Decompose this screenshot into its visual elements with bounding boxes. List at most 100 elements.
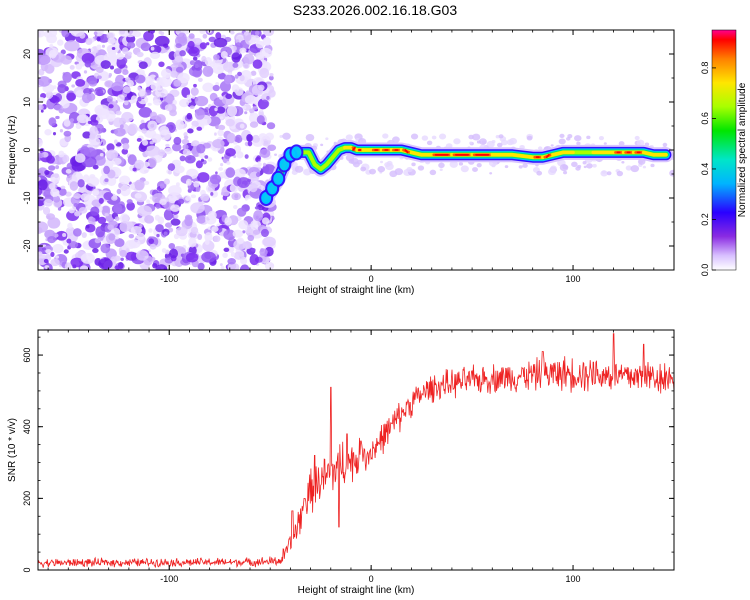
noise-speckle bbox=[81, 52, 95, 64]
noise-speckle bbox=[214, 132, 217, 136]
ridge-halo-speckle bbox=[625, 165, 633, 171]
noise-speckle bbox=[57, 39, 64, 46]
noise-speckle bbox=[38, 227, 43, 234]
noise-speckle bbox=[220, 266, 225, 270]
noise-speckle bbox=[81, 232, 87, 238]
noise-speckle bbox=[78, 206, 88, 214]
noise-speckle bbox=[83, 70, 88, 74]
ridge-halo-speckle bbox=[574, 135, 582, 142]
noise-speckle bbox=[184, 216, 193, 227]
ridge-halo-speckle bbox=[550, 144, 554, 147]
noise-speckle bbox=[65, 191, 72, 197]
ridge-halo-speckle bbox=[592, 163, 597, 168]
noise-speckle bbox=[104, 213, 109, 217]
ridge-halo-speckle bbox=[320, 143, 324, 147]
noise-speckle bbox=[179, 155, 186, 162]
noise-speckle bbox=[175, 119, 185, 130]
noise-speckle bbox=[52, 243, 64, 254]
noise-speckle bbox=[250, 248, 256, 252]
noise-speckle bbox=[90, 206, 100, 216]
noise-speckle bbox=[150, 30, 155, 34]
noise-speckle bbox=[127, 154, 137, 166]
noise-speckle bbox=[106, 143, 115, 152]
noise-speckle bbox=[157, 216, 165, 225]
noise-speckle bbox=[224, 217, 232, 226]
noise-speckle bbox=[206, 42, 210, 46]
noise-speckle bbox=[196, 215, 206, 224]
noise-speckle bbox=[237, 177, 251, 188]
snr-panel: -100 0 100 0 200 400 600 Height of straight l… bbox=[7, 329, 675, 596]
noise-speckle bbox=[122, 69, 129, 76]
noise-speckle bbox=[225, 93, 233, 99]
x-tick-label: 0 bbox=[369, 274, 374, 284]
noise-speckle bbox=[251, 134, 261, 143]
noise-speckle bbox=[108, 51, 117, 60]
noise-speckle bbox=[193, 83, 197, 88]
noise-speckle bbox=[249, 112, 259, 124]
ridge-halo-speckle bbox=[491, 139, 496, 144]
noise-speckle bbox=[195, 186, 201, 193]
noise-speckle bbox=[125, 77, 131, 82]
noise-speckle bbox=[73, 228, 82, 237]
noise-speckle bbox=[185, 196, 191, 201]
noise-speckle bbox=[155, 224, 164, 233]
y-tick-label: 0 bbox=[22, 567, 32, 572]
noise-speckle bbox=[97, 75, 102, 80]
noise-speckle bbox=[87, 76, 98, 85]
ridge-halo-speckle bbox=[453, 138, 461, 145]
ridge-halo-speckle bbox=[522, 163, 528, 168]
ridge-halo-speckle bbox=[421, 135, 429, 141]
noise-speckle bbox=[159, 198, 167, 206]
noise-speckle bbox=[112, 117, 123, 128]
noise-speckle bbox=[77, 179, 85, 188]
noise-speckle bbox=[89, 232, 94, 236]
noise-speckle bbox=[190, 226, 199, 235]
noise-speckle bbox=[259, 108, 264, 112]
ridge-halo-speckle bbox=[598, 136, 605, 141]
noise-speckle bbox=[157, 149, 166, 157]
noise-speckle bbox=[127, 123, 138, 135]
noise-speckle bbox=[210, 191, 214, 196]
noise-speckle bbox=[207, 157, 213, 162]
noise-speckle bbox=[196, 143, 206, 154]
noise-speckle bbox=[256, 155, 261, 162]
noise-speckle bbox=[120, 137, 130, 145]
noise-speckle bbox=[130, 226, 142, 235]
noise-speckle bbox=[45, 249, 52, 254]
noise-speckle bbox=[100, 71, 110, 81]
noise-speckle bbox=[54, 104, 63, 111]
ridge-halo-speckle bbox=[504, 165, 509, 169]
spectrogram-y-ticks: -20 -10 0 10 20 bbox=[22, 29, 674, 271]
noise-speckle bbox=[233, 141, 238, 145]
noise-speckle bbox=[169, 248, 179, 259]
ridge-halo-speckle bbox=[460, 165, 469, 173]
noise-speckle bbox=[173, 165, 185, 174]
snr-y-ticks: 0 200 400 600 bbox=[22, 336, 674, 573]
noise-speckle bbox=[231, 52, 241, 63]
noise-speckle bbox=[68, 241, 79, 249]
noise-speckle bbox=[243, 31, 249, 36]
noise-speckle bbox=[189, 105, 195, 110]
noise-speckle bbox=[106, 176, 117, 187]
noise-speckle bbox=[232, 229, 244, 238]
noise-speckle bbox=[43, 258, 49, 264]
noise-speckle bbox=[244, 154, 249, 159]
ridge-halo-speckle bbox=[392, 136, 400, 143]
noise-speckle bbox=[152, 262, 158, 269]
noise-speckle bbox=[104, 80, 114, 88]
noise-speckle bbox=[243, 53, 255, 65]
noise-speckle bbox=[192, 69, 202, 78]
noise-speckle bbox=[135, 74, 146, 84]
noise-speckle bbox=[232, 62, 239, 68]
noise-speckle bbox=[68, 208, 75, 214]
ridge-halo-speckle bbox=[369, 168, 377, 175]
noise-speckle bbox=[167, 163, 176, 172]
noise-speckle bbox=[150, 46, 155, 51]
noise-speckle bbox=[98, 197, 104, 204]
noise-speckle bbox=[111, 81, 124, 92]
noise-speckle bbox=[47, 236, 57, 244]
noise-speckle bbox=[225, 118, 235, 127]
noise-speckle bbox=[92, 164, 99, 170]
noise-speckle bbox=[268, 89, 276, 98]
y-tick-label: 10 bbox=[22, 97, 32, 107]
